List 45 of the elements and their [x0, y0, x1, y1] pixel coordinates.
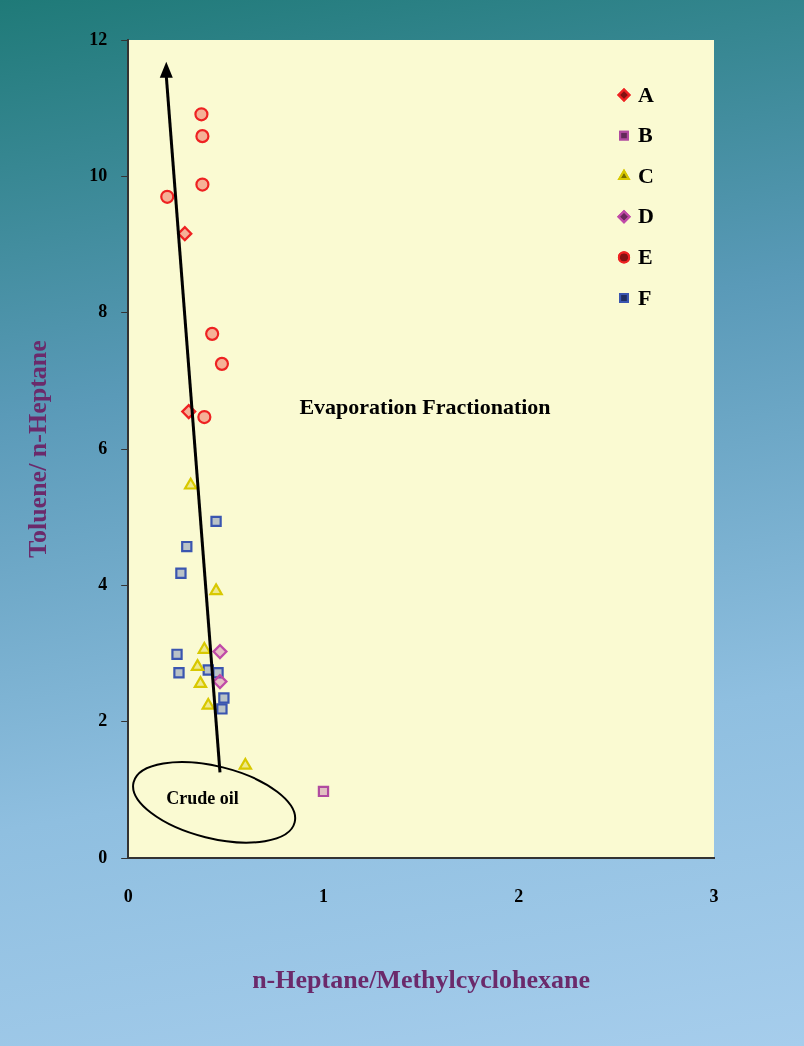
x-tick-label: 0	[123, 885, 133, 906]
point	[205, 326, 220, 341]
point	[216, 703, 228, 715]
point	[197, 409, 212, 425]
point	[201, 697, 215, 710]
x-axis-title: n-Heptane/Methylcyclohexane	[252, 965, 591, 995]
legend-label: D	[638, 203, 654, 229]
point	[317, 785, 330, 798]
point	[209, 583, 223, 596]
point	[210, 515, 222, 528]
annotation: Crude oil	[166, 788, 239, 809]
point	[218, 692, 230, 704]
y-tick-label: 12	[89, 28, 108, 49]
point	[197, 641, 212, 654]
point	[212, 644, 228, 660]
point	[181, 540, 193, 553]
x-tick-label: 1	[318, 885, 328, 906]
legend-label: B	[638, 122, 653, 148]
y-tick-label: 0	[98, 846, 108, 867]
point	[190, 659, 205, 671]
x-tick-label: 3	[709, 885, 719, 906]
legend-label: C	[638, 162, 654, 188]
y-tick-label: 6	[98, 437, 108, 458]
y-tick-label: 2	[98, 710, 108, 731]
legend-label: E	[638, 244, 653, 270]
legend-label: A	[638, 81, 654, 107]
point	[195, 177, 210, 192]
point	[238, 757, 253, 770]
annotation: Evaporation Fractionation	[299, 393, 551, 419]
y-tick-label: 10	[89, 165, 108, 186]
point	[171, 648, 183, 661]
point	[212, 674, 228, 690]
point	[173, 667, 185, 679]
point	[183, 477, 198, 490]
x-tick-label: 2	[514, 885, 524, 906]
y-tick-label: 8	[98, 301, 108, 322]
y-axis-title: Toluene/ n-Heptane	[23, 340, 53, 559]
point	[214, 356, 230, 371]
legend-label: F	[638, 284, 652, 310]
y-tick-label: 4	[98, 574, 108, 595]
point	[175, 567, 187, 579]
point	[195, 129, 210, 144]
point	[160, 189, 175, 204]
point	[194, 107, 209, 122]
point	[193, 676, 208, 688]
